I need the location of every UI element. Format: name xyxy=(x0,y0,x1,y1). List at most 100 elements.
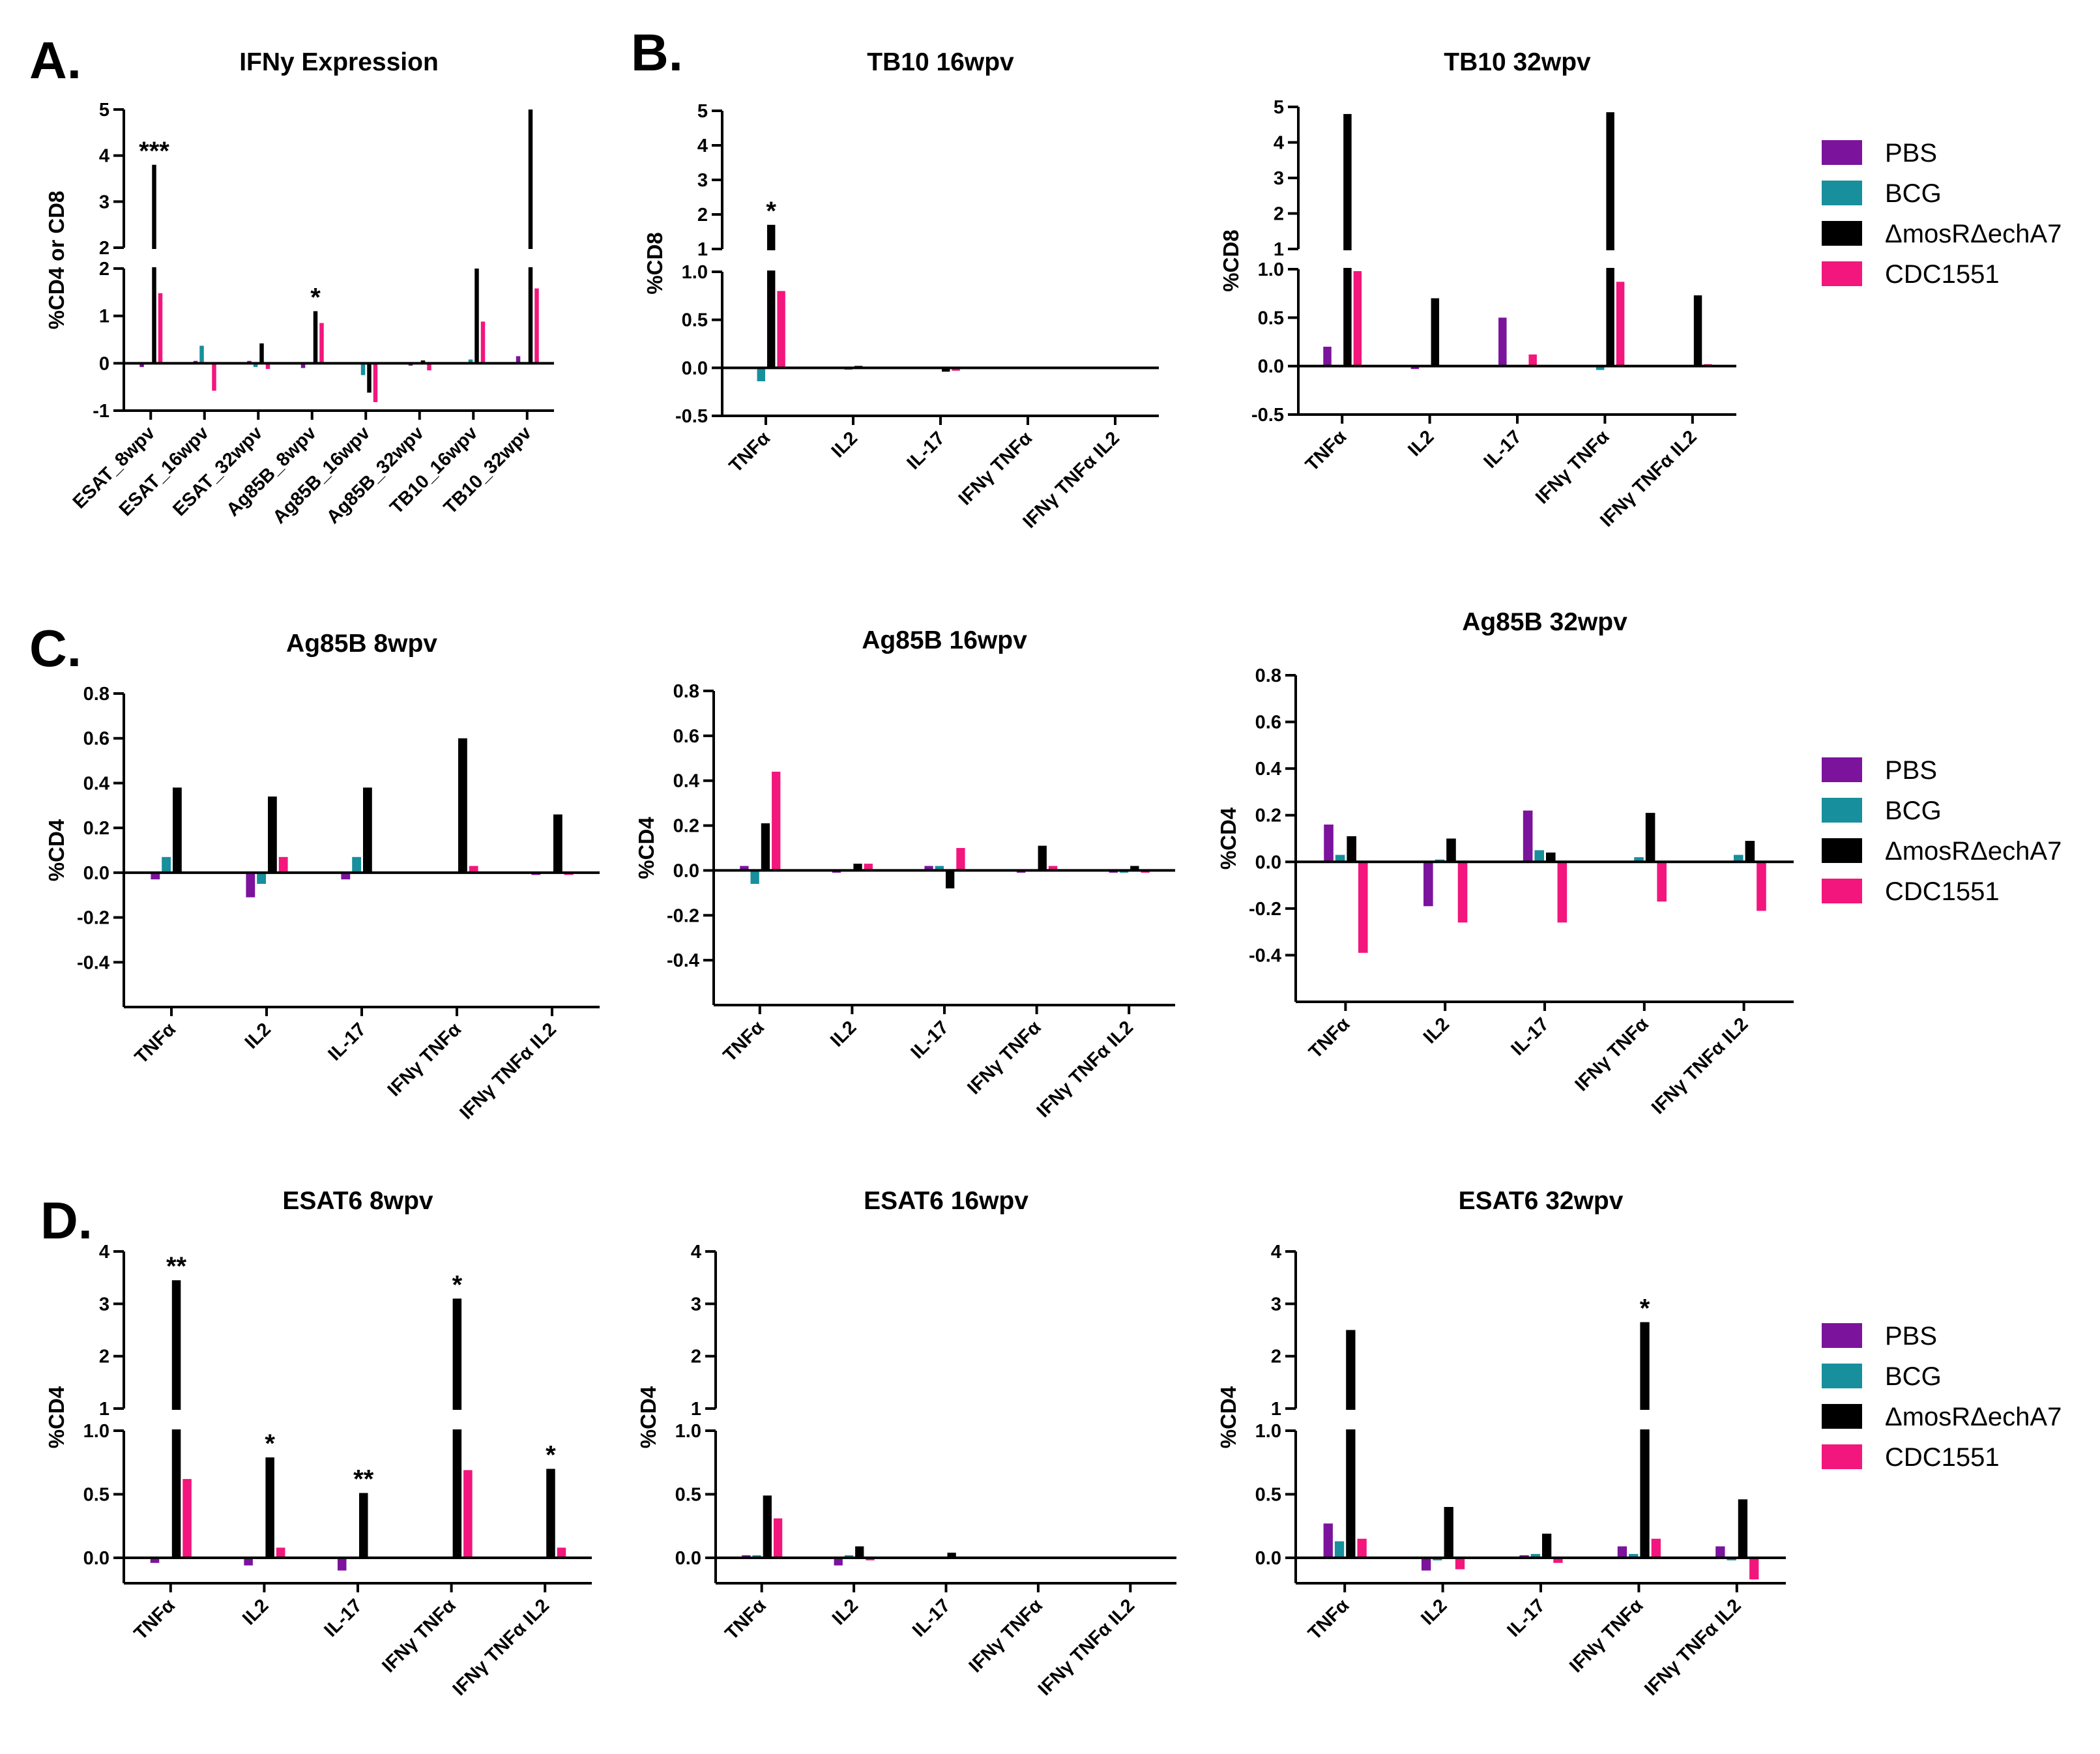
bar-bcg xyxy=(757,368,765,381)
legend-swatch xyxy=(1822,757,1862,782)
x-tick-label: IFNγ TNFα xyxy=(1532,426,1613,508)
x-tick-label: TNFα xyxy=(131,1019,180,1068)
y-tick-label: 4 xyxy=(691,1242,701,1263)
y-tick-label: -0.5 xyxy=(1251,405,1284,426)
bar-cdc1551 xyxy=(1455,1558,1465,1570)
y-tick-label: 0.4 xyxy=(1255,759,1281,780)
y-tick-label: 5 xyxy=(697,101,708,122)
y-tick-label: 2 xyxy=(1274,204,1284,225)
bar-cdc1551 xyxy=(427,363,431,371)
axis-break-gap xyxy=(709,250,1159,270)
x-tick-label: IL-17 xyxy=(1503,1595,1549,1641)
axis-break-gap xyxy=(703,1410,1176,1429)
bar-cdc1551 xyxy=(373,363,378,402)
legend-label: BCG xyxy=(1885,1362,1942,1391)
bar-cdc1551 xyxy=(952,368,960,371)
y-tick-label: 0.5 xyxy=(682,310,708,331)
bar-bcg xyxy=(1634,857,1644,862)
chart-d3: ESAT6 32wpv 0.0 0.5 1.01 2 3 4 %CD4 TNFα IL2 IL-17… xyxy=(1216,1187,1786,1700)
bar-pbs xyxy=(246,872,255,898)
bar-pbs xyxy=(1498,317,1507,366)
legends-layer: PBS BCG ΔmosRΔechA7 CDC1551 PBS BCG ΔmosRΔechA… xyxy=(1822,139,2062,1472)
y-axis-label: %CD4 xyxy=(636,1386,660,1448)
bar-pbs xyxy=(1617,1546,1627,1558)
bar-cdc1551 xyxy=(1353,270,1362,366)
y-tick-label: 0.4 xyxy=(83,773,109,794)
bar-mosrecha7 xyxy=(359,1493,368,1558)
bar-pbs xyxy=(1323,1523,1333,1558)
bar-mosrecha7 xyxy=(946,870,955,888)
bar-mosrecha7 xyxy=(942,368,950,372)
bar-mosrecha7 xyxy=(313,311,318,364)
y-tick-label: -0.4 xyxy=(77,952,109,973)
significance-marker: * xyxy=(265,1429,275,1458)
bar-pbs xyxy=(300,363,306,368)
bar-mosrecha7 xyxy=(1640,1322,1650,1558)
bar-cdc1551 xyxy=(956,848,965,871)
y-tick-label: 0.5 xyxy=(675,1485,701,1506)
bar-mosrecha7 xyxy=(1606,112,1614,366)
significance-marker: ** xyxy=(353,1465,374,1494)
bar-cdc1551 xyxy=(1048,866,1058,871)
x-tick-label: IL2 xyxy=(239,1595,272,1629)
x-tick-label: TNFα xyxy=(722,1595,770,1644)
chart-title: ESAT6 32wpv xyxy=(1459,1187,1624,1215)
y-tick-label: 4 xyxy=(697,136,708,156)
y-tick-label: 1 xyxy=(1274,239,1284,260)
bar-mosrecha7 xyxy=(367,363,372,393)
x-tick-label: IFNγ TNFα xyxy=(965,1595,1047,1676)
y-tick-label: 0.6 xyxy=(83,729,109,750)
bar-cdc1551 xyxy=(1357,1538,1367,1558)
y-tick-label: -0.2 xyxy=(1249,899,1281,920)
bar-mosrecha7 xyxy=(1446,838,1456,862)
bar-mosrecha7 xyxy=(1038,845,1047,871)
bar-pbs xyxy=(150,1558,160,1563)
y-tick-label: 4 xyxy=(1271,1242,1281,1263)
legend-swatch xyxy=(1822,221,1862,246)
x-tick-label: IFNγ TNFα IL2 xyxy=(449,1595,554,1700)
bar-mosrecha7 xyxy=(855,1546,864,1558)
y-tick-label: 3 xyxy=(1274,168,1284,189)
y-tick-label: 3 xyxy=(1271,1294,1281,1315)
x-tick-label: IFNγ TNFα IL2 xyxy=(456,1019,561,1124)
y-tick-label: 0.2 xyxy=(673,816,699,837)
bar-bcg xyxy=(253,363,258,368)
y-tick-label: 5 xyxy=(1274,97,1284,118)
y-tick-label: 2 xyxy=(99,1347,109,1367)
bar-mosrecha7 xyxy=(947,1553,956,1558)
significance-marker: * xyxy=(310,283,321,312)
bar-bcg xyxy=(1530,1554,1540,1558)
x-tick-label: IFNγ TNFα xyxy=(1566,1595,1647,1676)
bar-bcg xyxy=(935,866,944,871)
bar-bcg xyxy=(1335,855,1345,862)
chart-title: TB10 16wpv xyxy=(867,48,1014,76)
x-tick-label: TNFα xyxy=(725,428,774,476)
legend-swatch xyxy=(1822,140,1862,165)
bar-bcg xyxy=(468,359,473,364)
panel-letter-c: C. xyxy=(29,619,81,677)
bar-cdc1551 xyxy=(534,288,539,364)
y-axis-label: %CD4 or CD8 xyxy=(44,191,68,330)
significance-marker: * xyxy=(1640,1294,1650,1323)
y-tick-label: 2 xyxy=(99,259,109,280)
bar-mosrecha7 xyxy=(1130,866,1139,871)
bar-cdc1551 xyxy=(1528,354,1537,366)
bar-mosrecha7 xyxy=(528,110,533,364)
x-tick-label: Ag85B_32wpv xyxy=(323,422,428,528)
y-tick-label: 3 xyxy=(99,192,109,212)
y-tick-label: 0.5 xyxy=(83,1485,109,1506)
bar-mosrecha7 xyxy=(1444,1507,1453,1558)
bar-pbs xyxy=(834,1558,843,1566)
legend-label: CDC1551 xyxy=(1885,1443,2000,1472)
bar-bcg xyxy=(1534,850,1544,862)
x-tick-label: IFNγ TNFα IL2 xyxy=(1641,1595,1745,1700)
y-tick-label: 1.0 xyxy=(1255,1421,1281,1442)
x-tick-label: Ag85B_16wpv xyxy=(269,422,375,528)
bar-cdc1551 xyxy=(1358,862,1368,953)
bar-cdc1551 xyxy=(772,771,781,871)
bar-mosrecha7 xyxy=(173,787,182,873)
x-tick-label: IL2 xyxy=(828,428,862,461)
bar-cdc1551 xyxy=(212,363,216,391)
